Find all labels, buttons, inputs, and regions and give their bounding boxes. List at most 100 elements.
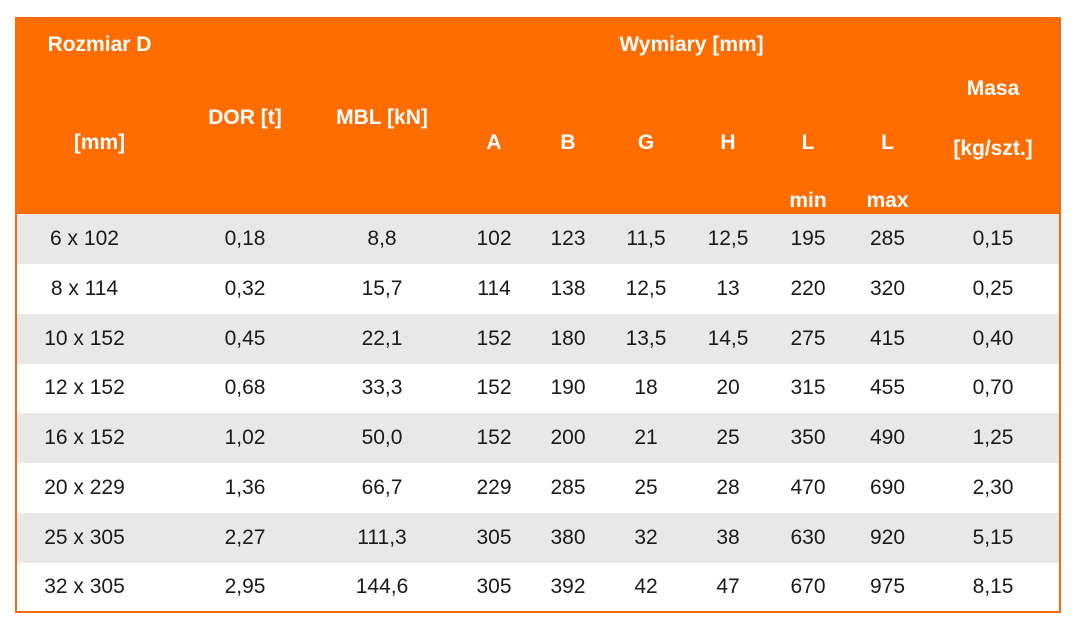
header-l-min-label: min [789,189,827,212]
cell-masa: 2,30 [972,475,1014,499]
cell-l-min: 350 [790,426,826,449]
cell-masa: 8,15 [972,575,1014,599]
cell-a: 229 [476,475,512,499]
cell-mbl: 22,1 [361,326,403,350]
cell-l-min: 220 [790,276,826,300]
cell-b: 180 [550,326,586,350]
table-row: 12 x 152 0,68 33,3 152 190 18 20 315 455 0,70 [17,363,1059,413]
header-col-h: H [720,131,736,154]
cell-l-min: 275 [790,326,826,350]
cell-a: 152 [476,426,512,449]
cell-rozmiar: 8 x 114 [50,276,119,300]
cell-a: 114 [477,276,511,300]
spec-table: Rozmiar D [mm] DOR [t] MBL [kN] Wymiary … [15,17,1061,613]
cell-l-max: 415 [869,326,906,350]
cell-a: 152 [476,376,512,400]
cell-mbl: 66,7 [361,475,403,499]
cell-dor: 0,45 [224,326,266,350]
cell-g: 11,5 [626,227,666,250]
cell-mbl: 50,0 [361,426,403,449]
cell-h: 28 [716,475,740,499]
cell-l-max: 455 [869,376,906,400]
cell-masa: 5,15 [972,525,1014,549]
cell-rozmiar: 32 x 305 [44,575,125,599]
cell-dor: 0,18 [224,227,266,250]
cell-b: 190 [550,376,586,400]
table-row: 20 x 229 1,36 66,7 229 285 25 28 470 690 2,30 [17,463,1059,513]
header-l-max-label: max [866,189,909,212]
cell-l-max: 285 [869,227,906,250]
cell-dor: 2,27 [224,525,266,549]
cell-dor: 2,95 [224,575,266,599]
cell-dor: 1,36 [224,475,266,499]
table-row: 6 x 102 0,18 8,8 102 123 11,5 12,5 195 285 0,15 [17,214,1059,264]
cell-g: 42 [634,575,658,599]
header-rozmiar: Rozmiar D [47,33,152,56]
cell-b: 138 [550,276,586,300]
cell-masa: 0,25 [972,276,1014,300]
cell-g: 12,5 [625,276,667,300]
cell-masa: 0,40 [972,326,1014,350]
cell-g: 25 [634,475,658,499]
cell-l-min: 470 [790,475,826,499]
cell-dor: 0,68 [224,376,266,400]
cell-dor: 0,32 [224,276,266,300]
cell-b: 123 [550,227,586,250]
cell-l-max: 320 [869,276,906,300]
cell-b: 200 [550,426,586,449]
cell-h: 12,5 [707,227,749,250]
cell-g: 21 [634,426,658,449]
header-masa-unit: [kg/szt.] [953,137,1033,160]
table-row: 16 x 152 1,02 50,0 152 200 21 25 350 490 1,25 [17,413,1059,463]
table-row: 8 x 114 0,32 15,7 114 138 12,5 13 220 320 0,25 [17,264,1059,314]
header-col-l-max: L [881,131,894,154]
cell-mbl: 15,7 [361,276,403,300]
cell-g: 13,5 [625,326,667,350]
cell-h: 38 [716,525,740,549]
cell-l-min: 630 [790,525,826,549]
cell-mbl: 8,8 [367,227,397,250]
table-header: Rozmiar D [mm] DOR [t] MBL [kN] Wymiary … [17,19,1059,214]
cell-rozmiar: 10 x 152 [44,326,125,350]
cell-mbl: 144,6 [355,575,409,599]
cell-h: 47 [716,575,740,599]
cell-g: 18 [634,376,658,400]
cell-rozmiar: 20 x 229 [44,475,125,499]
header-col-b: B [560,131,576,154]
header-wymiary: Wymiary [mm] [619,33,764,56]
cell-h: 25 [716,426,740,449]
cell-dor: 1,02 [224,426,266,449]
cell-masa: 0,70 [972,376,1014,400]
cell-l-max: 975 [869,575,906,599]
header-mbl: MBL [kN] [336,106,428,129]
cell-l-max: 920 [869,525,906,549]
cell-rozmiar: 25 x 305 [44,525,125,549]
cell-a: 305 [476,525,512,549]
cell-l-min: 195 [790,227,826,250]
cell-g: 32 [634,525,658,549]
cell-l-min: 670 [790,575,826,599]
header-col-g: G [637,131,655,154]
cell-b: 380 [550,525,586,549]
cell-masa: 0,15 [972,227,1014,250]
table-row: 10 x 152 0,45 22,1 152 180 13,5 14,5 275 415 0,40 [17,313,1059,364]
cell-a: 152 [476,326,512,350]
cell-l-max: 490 [869,426,906,449]
table-row: 25 x 305 2,27 111,3 305 380 32 38 630 920 5,15 [17,512,1059,563]
cell-rozmiar: 12 x 152 [44,376,125,400]
cell-l-max: 690 [869,475,906,499]
cell-h: 14,5 [707,326,749,350]
cell-mbl: 111,3 [357,525,407,549]
header-col-a: A [486,131,502,154]
cell-h: 13 [716,276,740,300]
cell-b: 392 [550,575,586,599]
header-masa: Masa [966,77,1020,100]
cell-a: 305 [476,575,512,599]
cell-rozmiar: 6 x 102 [50,227,119,250]
header-col-l-min: L [801,131,815,154]
cell-l-min: 315 [790,376,826,400]
cell-b: 285 [550,475,586,499]
cell-h: 20 [716,376,740,400]
cell-a: 102 [476,227,512,250]
cell-mbl: 33,3 [361,376,403,400]
